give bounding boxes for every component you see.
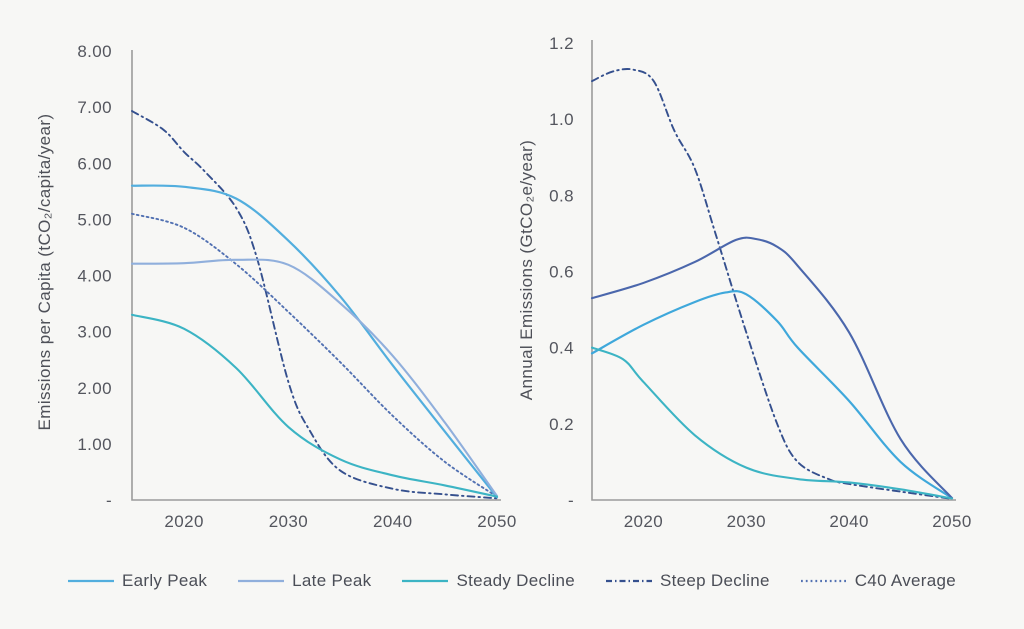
legend-label: Steep Decline: [659, 571, 770, 590]
legend-swatch-steady-decline: [402, 579, 449, 583]
x-tick-label: 2040: [373, 512, 412, 531]
y-tick-label: 0.2: [549, 415, 574, 434]
y-tick-label: 0.6: [549, 263, 574, 282]
y-tick-label: 4.00: [77, 267, 112, 286]
series-line-steady-decline: [590, 346, 954, 500]
left-y-axis-title: Emissions per Capita (tCO₂/capita/year): [35, 113, 54, 431]
series-line-early-peak: [130, 184, 499, 499]
legend-item-c40-average: C40 Average: [800, 571, 957, 591]
x-tick-label: 2020: [624, 512, 663, 531]
legend-swatch-steep-decline: [605, 579, 652, 583]
y-tick-label: 7.00: [77, 98, 112, 117]
series-line-c40-average: [131, 212, 498, 498]
legend-swatch-early-peak: [67, 579, 114, 583]
series-line-early-peak: [590, 290, 954, 500]
x-tick-label: 2030: [269, 512, 308, 531]
series-line-steady-decline: [130, 313, 499, 498]
legend-swatch-late-peak: [238, 579, 285, 583]
legend-label: C40 Average: [854, 571, 957, 590]
legend-item-steep-decline: Steep Decline: [605, 571, 770, 591]
legend-item-early-peak: Early Peak: [67, 571, 208, 591]
y-tick-label: 2.00: [77, 379, 112, 398]
legend-label: Early Peak: [121, 571, 208, 590]
legend-label: Late Peak: [292, 571, 372, 590]
y-tick-label: 0.8: [549, 186, 574, 205]
y-tick-label: 5.00: [77, 210, 112, 229]
legend-label: Steady Decline: [456, 571, 575, 590]
y-tick-label: 8.00: [77, 42, 112, 61]
series-line-late-peak: [590, 236, 954, 500]
series-line-late-peak: [130, 258, 499, 498]
x-tick-label: 2050: [477, 512, 516, 531]
series-line-steep-decline: [131, 110, 498, 500]
axes: [591, 40, 956, 501]
x-tick-label: 2050: [932, 512, 971, 531]
y-tick-label: 6.00: [77, 154, 112, 173]
y-tick-label: -: [568, 491, 574, 510]
chart-panel-0: - 1.00 2.00 3.00 4.00 5.00 6.00 7.00 8.00 2020 203…: [77, 42, 516, 531]
y-tick-label: 1.2: [549, 34, 574, 53]
x-tick-label: 2020: [164, 512, 203, 531]
y-tick-label: 1.00: [77, 435, 112, 454]
legend-item-steady-decline: Steady Decline: [402, 571, 575, 591]
legend: Early Peak Late Peak Steady Decline Steep D…: [0, 568, 1024, 594]
y-tick-label: 0.4: [549, 339, 574, 358]
x-tick-label: 2040: [829, 512, 868, 531]
y-tick-label: -: [106, 491, 112, 510]
legend-item-late-peak: Late Peak: [238, 571, 371, 591]
y-tick-label: 1.0: [549, 110, 574, 129]
legend-swatch-c40-average: [800, 579, 847, 583]
y-tick-label: 3.00: [77, 323, 112, 342]
x-tick-label: 2030: [727, 512, 766, 531]
axes: [131, 50, 501, 501]
right-y-axis-title: Annual Emissions (GtCO₂e/year): [517, 139, 536, 401]
chart-panel-1: - 0.2 0.4 0.6 0.8 1.0 1.2 2020 2030 2040 2050: [549, 34, 971, 531]
